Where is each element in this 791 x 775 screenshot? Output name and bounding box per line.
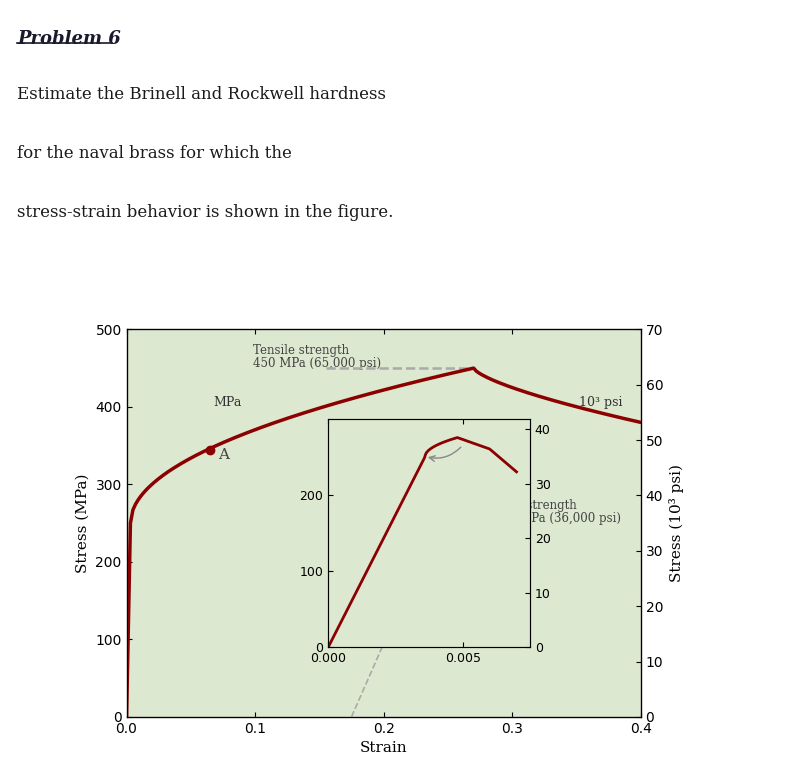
Y-axis label: Stress (10³ psi): Stress (10³ psi)	[668, 464, 683, 582]
Y-axis label: Stress (MPa): Stress (MPa)	[76, 474, 89, 573]
Text: Tensile strength: Tensile strength	[252, 344, 349, 357]
Text: Problem 6: Problem 6	[17, 30, 121, 48]
Text: MPa: MPa	[214, 396, 241, 409]
Text: A: A	[218, 448, 229, 462]
Text: Estimate the Brinell and Rockwell hardness: Estimate the Brinell and Rockwell hardne…	[17, 86, 386, 103]
Text: stress-strain behavior is shown in the figure.: stress-strain behavior is shown in the f…	[17, 204, 394, 221]
Text: 10³ psi: 10³ psi	[579, 396, 623, 409]
Text: Yield strength: Yield strength	[493, 499, 577, 512]
Text: 250 MPa (36,000 psi): 250 MPa (36,000 psi)	[493, 512, 621, 525]
X-axis label: Strain: Strain	[360, 742, 407, 756]
Text: for the naval brass for which the: for the naval brass for which the	[17, 145, 293, 162]
Text: 450 MPa (65,000 psi): 450 MPa (65,000 psi)	[252, 356, 380, 370]
